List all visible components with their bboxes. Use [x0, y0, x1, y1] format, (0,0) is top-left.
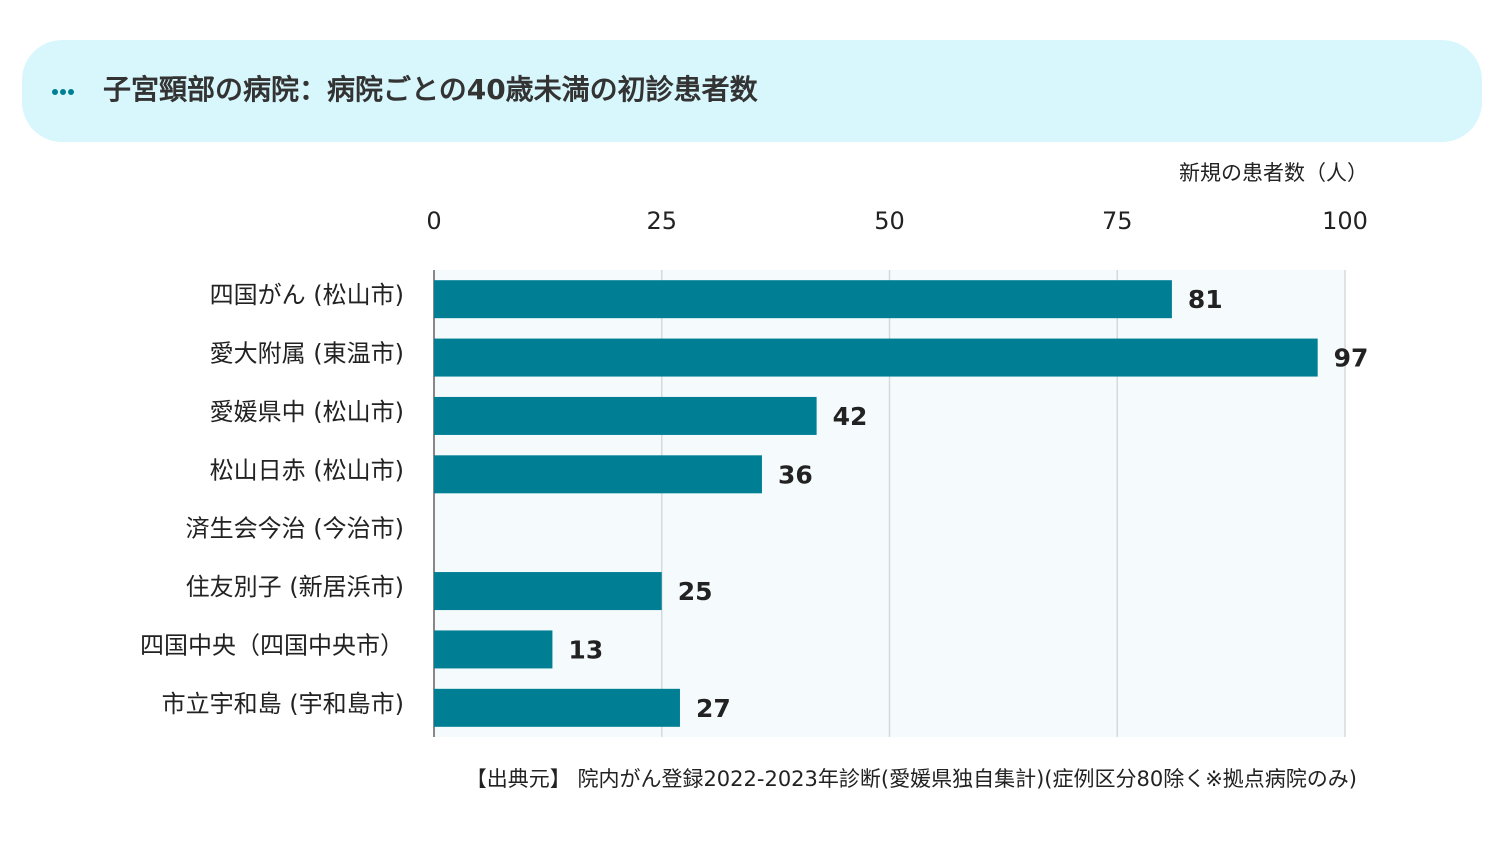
y-tick-label: 住友別子 (新居浜市) [186, 573, 404, 601]
title-banner [22, 40, 1482, 142]
y-tick-label: 四国中央（四国中央市） [140, 631, 404, 659]
x-tick-label: 100 [1322, 207, 1368, 235]
value-label: 81 [1188, 285, 1223, 314]
value-label: 25 [678, 577, 713, 606]
bar [434, 338, 1318, 377]
value-label: 13 [568, 635, 603, 664]
y-tick-label: 愛媛県中 (松山市) [210, 398, 404, 426]
title-icon [52, 89, 74, 95]
y-tick-label: 四国がん (松山市) [210, 281, 404, 309]
bar [434, 396, 817, 435]
bar [434, 630, 553, 669]
bar [434, 572, 662, 611]
value-label: 42 [833, 402, 868, 431]
value-label: 36 [778, 460, 813, 489]
chart-title: 子宮頸部の病院：病院ごとの40歳未満の初診患者数 [103, 73, 759, 106]
bar [434, 455, 762, 494]
bar [434, 280, 1172, 319]
source-note: 【出典元】 院内がん登録2022-2023年診断(愛媛県独自集計)(症例区分80… [466, 767, 1357, 791]
x-tick-label: 50 [874, 207, 905, 235]
axis-title: 新規の患者数（人） [1179, 161, 1368, 185]
bar [434, 688, 680, 727]
y-tick-label: 市立宇和島 (宇和島市) [162, 690, 404, 718]
value-label: 27 [696, 694, 731, 723]
y-tick-label: 済生会今治 (今治市) [186, 515, 404, 543]
x-tick-label: 0 [426, 207, 441, 235]
x-tick-label: 75 [1102, 207, 1133, 235]
x-tick-label: 25 [646, 207, 677, 235]
y-tick-label: 松山日赤 (松山市) [210, 456, 404, 484]
y-tick-label: 愛大附属 (東温市) [210, 340, 404, 368]
value-label: 97 [1334, 344, 1369, 373]
